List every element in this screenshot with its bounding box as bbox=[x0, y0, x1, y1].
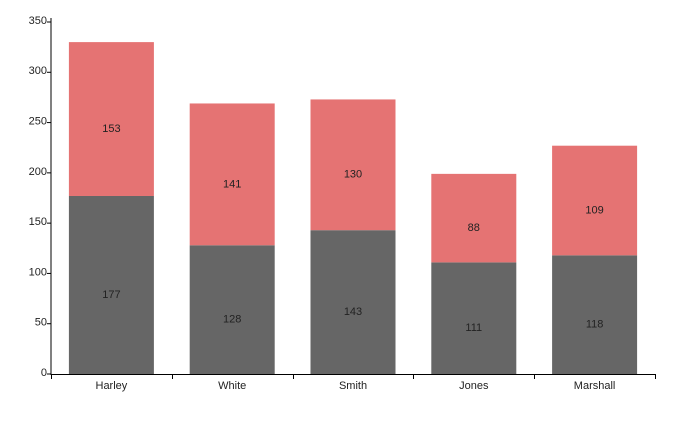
x-tick-label: Harley bbox=[96, 380, 128, 392]
data-label: 130 bbox=[344, 169, 362, 181]
bar-segment bbox=[431, 173, 517, 263]
data-label: 143 bbox=[344, 306, 362, 318]
bar-segment bbox=[431, 262, 517, 374]
data-label: 177 bbox=[102, 289, 120, 301]
data-label: 153 bbox=[102, 123, 120, 135]
x-tick-label: White bbox=[218, 380, 246, 392]
data-label: 109 bbox=[585, 204, 603, 216]
y-tick-label: 50 bbox=[35, 317, 47, 329]
bar-segment bbox=[189, 245, 275, 374]
bar-segment bbox=[552, 145, 638, 256]
data-label: 128 bbox=[223, 314, 241, 326]
y-tick-label: 150 bbox=[29, 216, 47, 228]
x-tick-label: Jones bbox=[459, 380, 489, 392]
bar-segment bbox=[310, 230, 396, 374]
bar-segment bbox=[189, 103, 275, 246]
y-tick-label: 200 bbox=[29, 166, 47, 178]
y-tick-label: 250 bbox=[29, 115, 47, 127]
x-tick-label: Marshall bbox=[574, 380, 616, 392]
bar-segment bbox=[310, 99, 396, 231]
y-tick-label: 100 bbox=[29, 266, 47, 278]
data-label: 118 bbox=[586, 319, 604, 331]
bar-segment bbox=[68, 195, 154, 374]
data-label: 141 bbox=[223, 178, 241, 190]
y-tick-label: 0 bbox=[41, 367, 47, 379]
data-label: 88 bbox=[468, 222, 480, 234]
y-tick-label: 300 bbox=[29, 65, 47, 77]
bar-segment bbox=[552, 255, 638, 374]
bar-segment bbox=[68, 42, 154, 196]
x-tick-label: Smith bbox=[339, 380, 367, 392]
data-label: 111 bbox=[465, 322, 482, 334]
y-tick-label: 350 bbox=[29, 15, 47, 27]
